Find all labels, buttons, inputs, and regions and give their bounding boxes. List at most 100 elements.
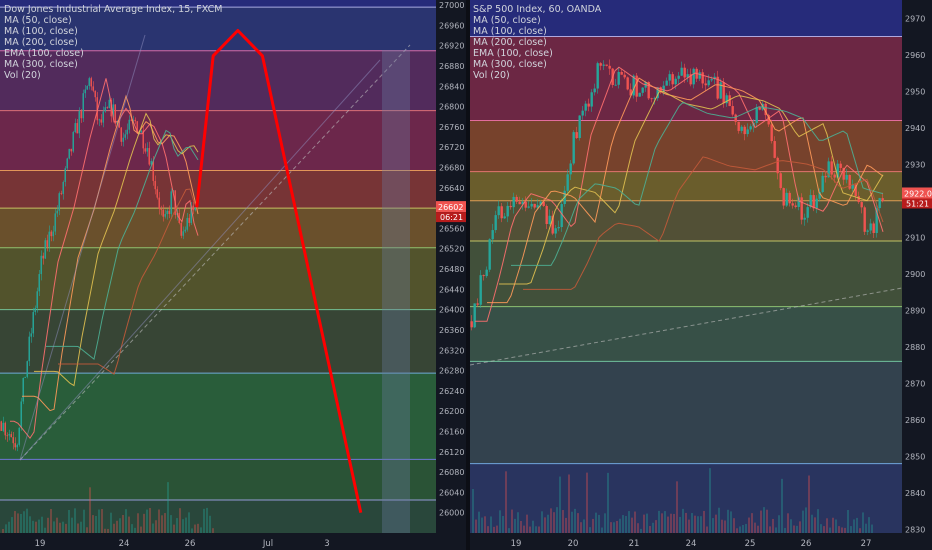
- fib-zone: [0, 373, 436, 460]
- volume-bar: [68, 510, 70, 533]
- volume-bar: [26, 508, 28, 533]
- candle-body: [791, 203, 794, 206]
- candle-body: [144, 148, 146, 152]
- volume-bar: [23, 511, 25, 533]
- candle-body: [878, 198, 881, 209]
- candle-body: [108, 99, 110, 109]
- price-tick-label: 26840: [439, 82, 464, 91]
- volume-bar: [65, 523, 67, 533]
- volume-bar: [520, 521, 522, 533]
- candle-body: [545, 205, 548, 224]
- volume-bar: [559, 476, 561, 533]
- candle-body: [836, 163, 839, 178]
- volume-bar: [646, 513, 648, 533]
- candle-body: [701, 72, 704, 84]
- volume-bar: [583, 519, 585, 533]
- candle-body: [572, 132, 575, 164]
- volume-bar: [155, 520, 157, 533]
- candle-body: [78, 111, 80, 134]
- moving-average-line: [10, 78, 199, 440]
- spx-indicator-vol20[interactable]: Vol (20): [473, 70, 510, 81]
- volume-bar: [652, 522, 654, 533]
- candle-body: [662, 85, 665, 92]
- candle-body: [614, 84, 617, 86]
- candle-body: [710, 79, 713, 81]
- candle-body: [764, 103, 767, 116]
- volume-bar: [577, 513, 579, 533]
- trend-line: [19, 34, 146, 461]
- price-tick-label: 26720: [439, 143, 464, 152]
- volume-bar: [829, 527, 831, 533]
- dji-indicator-ma300[interactable]: MA (300, close): [4, 59, 78, 70]
- spx-indicator-ma200[interactable]: MA (200, close): [473, 37, 547, 48]
- volume-bar: [658, 510, 660, 533]
- candle-body: [142, 130, 144, 149]
- volume-bar: [143, 513, 145, 533]
- candle-body: [833, 174, 836, 178]
- candle-body: [809, 195, 812, 208]
- dji-indicator-ema100[interactable]: EMA (100, close): [4, 48, 84, 59]
- spx-indicator-ema100[interactable]: EMA (100, close): [473, 48, 553, 59]
- candle-body: [120, 127, 122, 142]
- price-tick-label: 2840: [905, 489, 925, 498]
- candle-body: [170, 191, 172, 214]
- volume-bar: [790, 519, 792, 533]
- volume-bar: [748, 517, 750, 533]
- candle-body: [40, 255, 42, 275]
- volume-bar: [802, 510, 804, 533]
- candle-body: [140, 130, 142, 133]
- candle-body: [42, 255, 44, 259]
- volume-bar: [754, 522, 756, 533]
- candle-body: [641, 87, 644, 93]
- volume-bar: [688, 519, 690, 533]
- volume-bar: [56, 517, 58, 533]
- candle-body: [164, 214, 166, 217]
- candle-body: [166, 210, 168, 215]
- candle-body: [857, 196, 860, 203]
- candle-body: [515, 196, 518, 202]
- volume-bar: [568, 474, 570, 533]
- candle-body: [536, 205, 539, 208]
- spx-indicator-ma100[interactable]: MA (100, close): [473, 26, 547, 37]
- dji-indicator-ma50[interactable]: MA (50, close): [4, 15, 72, 26]
- candle-body: [608, 65, 611, 69]
- candle-body: [110, 99, 112, 117]
- dji-indicator-ma100[interactable]: MA (100, close): [4, 26, 78, 37]
- price-tick-label: 2860: [905, 416, 925, 425]
- price-tick-label: 27000: [439, 1, 464, 10]
- dji-indicator-vol20[interactable]: Vol (20): [4, 70, 41, 81]
- candle-body: [50, 231, 52, 237]
- price-tick-label: 2910: [905, 233, 925, 242]
- candle-body: [845, 174, 848, 180]
- candle-body: [506, 205, 509, 217]
- volume-bar: [736, 528, 738, 533]
- dji-indicator-ma200[interactable]: MA (200, close): [4, 37, 78, 48]
- candle-body: [635, 75, 638, 97]
- spx-indicator-ma50[interactable]: MA (50, close): [473, 15, 541, 26]
- candle-body: [126, 129, 128, 135]
- candle-body: [0, 421, 2, 431]
- price-tick-label: 26640: [439, 184, 464, 193]
- volume-bar: [140, 526, 142, 533]
- candle-body: [482, 275, 485, 277]
- candle-body: [44, 240, 46, 259]
- volume-bar: [526, 514, 528, 533]
- candle-body: [671, 74, 674, 85]
- panel-divider: [466, 0, 470, 550]
- volume-bar: [787, 513, 789, 533]
- moving-average-line: [58, 188, 199, 375]
- candle-body: [8, 434, 10, 436]
- candle-body: [566, 174, 569, 191]
- volume-bar: [134, 527, 136, 533]
- volume-bar: [766, 509, 768, 533]
- volume-bar: [125, 509, 127, 533]
- candle-body: [156, 189, 158, 198]
- candle-body: [473, 303, 476, 328]
- time-tick-label: 19: [511, 539, 522, 549]
- candle-body: [674, 78, 677, 85]
- fib-zone: [0, 500, 436, 533]
- candle-body: [162, 209, 164, 217]
- candle-body: [872, 223, 875, 233]
- candle-body: [530, 203, 533, 207]
- spx-indicator-ma300[interactable]: MA (300, close): [473, 59, 547, 70]
